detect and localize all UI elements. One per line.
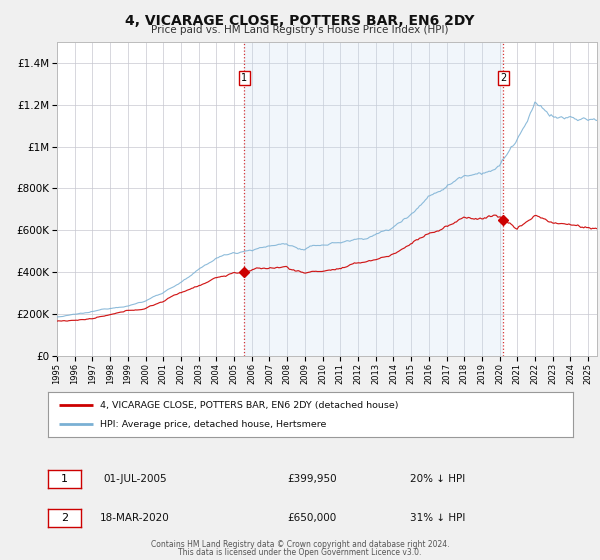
- Text: £399,950: £399,950: [287, 474, 337, 484]
- Text: 4, VICARAGE CLOSE, POTTERS BAR, EN6 2DY: 4, VICARAGE CLOSE, POTTERS BAR, EN6 2DY: [125, 14, 475, 28]
- Text: 1: 1: [61, 474, 68, 484]
- Text: This data is licensed under the Open Government Licence v3.0.: This data is licensed under the Open Gov…: [178, 548, 422, 557]
- Text: 01-JUL-2005: 01-JUL-2005: [103, 474, 167, 484]
- Text: £650,000: £650,000: [287, 513, 337, 523]
- Text: Price paid vs. HM Land Registry's House Price Index (HPI): Price paid vs. HM Land Registry's House …: [151, 25, 449, 35]
- Text: 2: 2: [61, 513, 68, 523]
- Text: 2: 2: [500, 73, 506, 83]
- Text: 20% ↓ HPI: 20% ↓ HPI: [410, 474, 466, 484]
- Text: Contains HM Land Registry data © Crown copyright and database right 2024.: Contains HM Land Registry data © Crown c…: [151, 540, 449, 549]
- Bar: [244, 42, 503, 356]
- Text: 18-MAR-2020: 18-MAR-2020: [100, 513, 170, 523]
- Text: HPI: Average price, detached house, Hertsmere: HPI: Average price, detached house, Hert…: [101, 420, 327, 429]
- Text: 1: 1: [241, 73, 247, 83]
- Text: 4, VICARAGE CLOSE, POTTERS BAR, EN6 2DY (detached house): 4, VICARAGE CLOSE, POTTERS BAR, EN6 2DY …: [101, 401, 399, 410]
- Text: 31% ↓ HPI: 31% ↓ HPI: [410, 513, 466, 523]
